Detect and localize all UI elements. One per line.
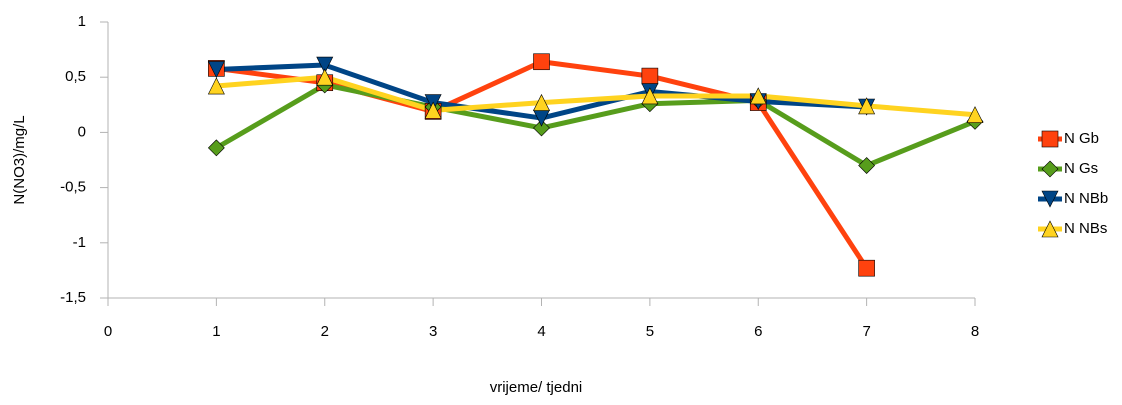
marker — [316, 68, 334, 86]
y-tick-label: 0,5 — [65, 68, 86, 85]
marker — [641, 67, 659, 85]
legend-label: N NBb — [1064, 190, 1108, 207]
legend-label: N Gs — [1064, 160, 1098, 177]
legend-marker — [1041, 160, 1059, 178]
y-tick-label: -0,5 — [60, 179, 86, 196]
marker — [966, 106, 984, 124]
marker — [858, 259, 875, 277]
x-tick-label: 4 — [537, 323, 545, 340]
x-tick-label: 3 — [429, 323, 437, 340]
x-tick-label: 5 — [646, 323, 654, 340]
y-tick-label: 1 — [78, 13, 86, 30]
y-axis-label: N(NO3)/mg/L — [11, 115, 28, 204]
x-tick-label: 2 — [321, 323, 329, 340]
legend-marker — [1041, 220, 1059, 238]
x-axis-label: vrijeme/ tjedni — [490, 379, 583, 396]
marker — [641, 87, 659, 105]
legend-label: N Gb — [1064, 130, 1099, 147]
marker — [207, 77, 225, 95]
marker — [533, 53, 550, 71]
marker — [316, 56, 334, 74]
marker — [207, 139, 225, 157]
legend-marker — [1041, 130, 1059, 148]
marker — [424, 101, 442, 119]
y-tick-label: -1 — [73, 234, 86, 251]
x-tick-label: 0 — [104, 323, 112, 340]
y-tick-label: 0 — [78, 123, 86, 140]
x-tick-label: 1 — [212, 323, 220, 340]
series-line — [215, 82, 976, 169]
marker — [207, 61, 225, 79]
legend-label: N NBs — [1064, 220, 1107, 237]
series-line — [216, 74, 976, 118]
marker — [858, 97, 876, 115]
x-tick-label: 8 — [971, 323, 979, 340]
marker — [749, 87, 767, 105]
marker — [533, 93, 550, 111]
marker — [533, 119, 550, 137]
marker — [858, 157, 876, 174]
legend-marker — [1041, 190, 1059, 208]
y-tick-label: -1,5 — [60, 289, 86, 306]
x-tick-label: 6 — [754, 323, 762, 340]
x-tick-label: 7 — [862, 323, 870, 340]
